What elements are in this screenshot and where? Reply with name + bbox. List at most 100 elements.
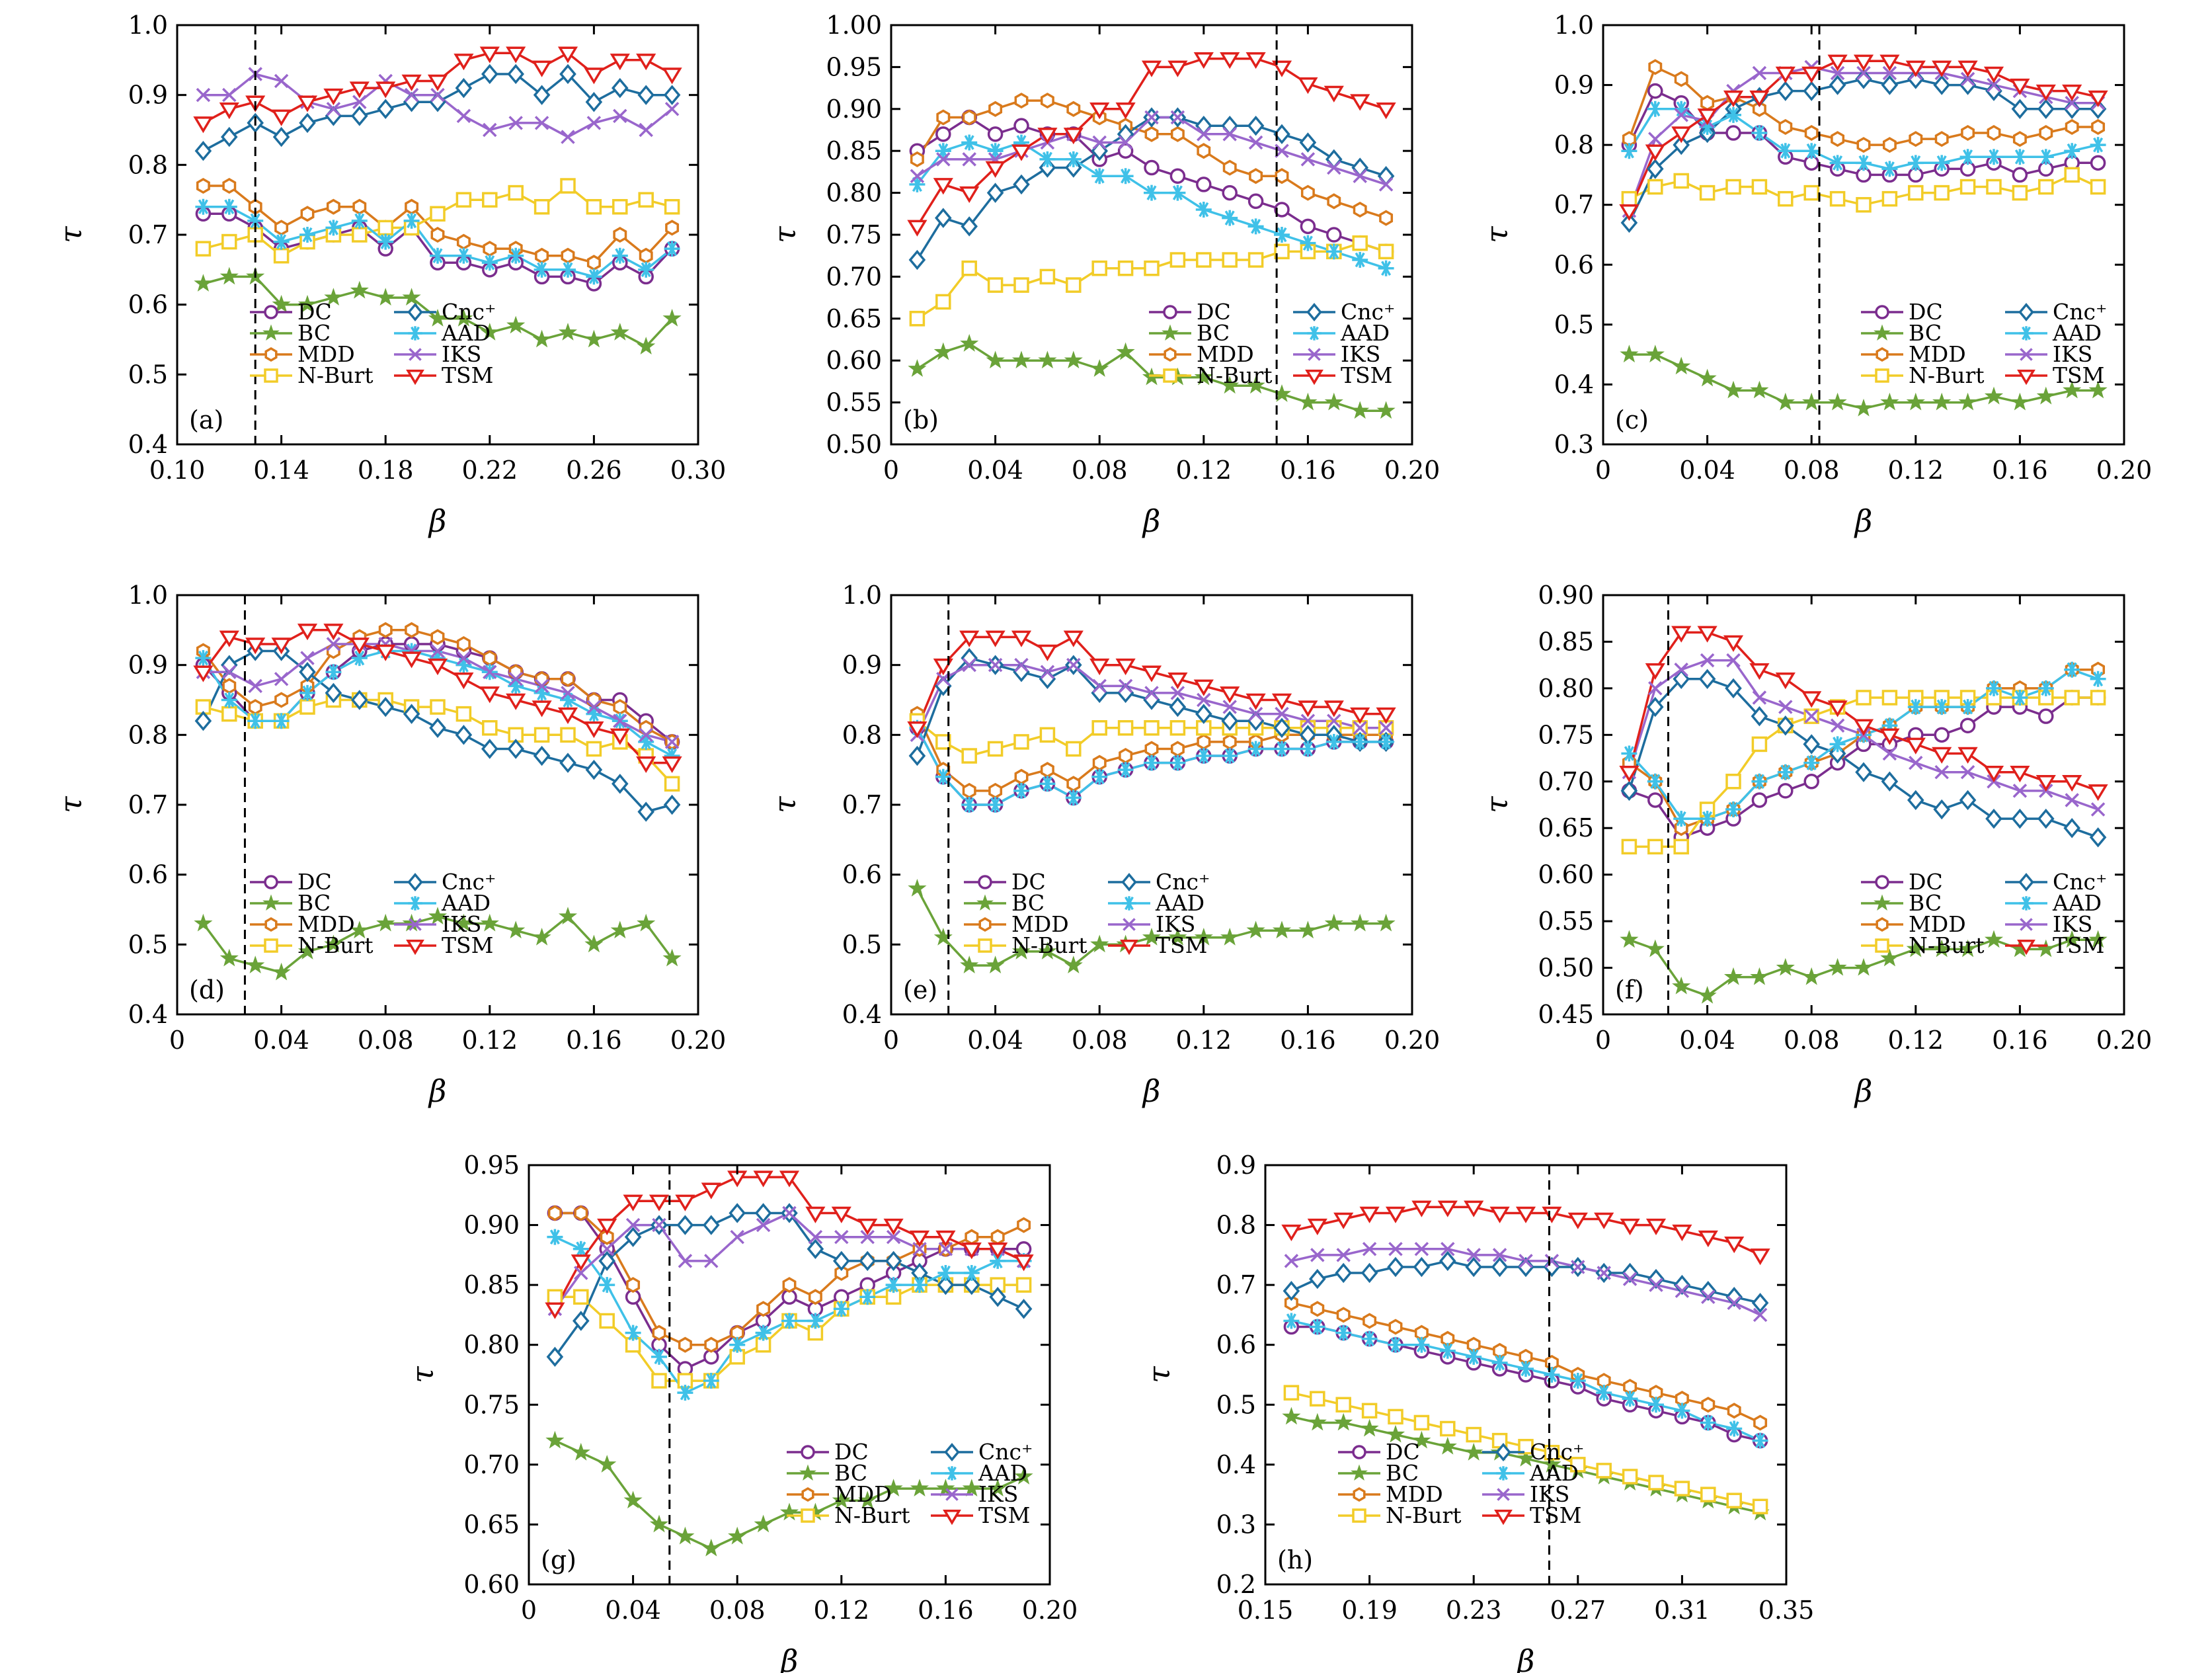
legend-label: DC	[297, 299, 332, 325]
point-aad	[987, 797, 1004, 813]
point-aad	[677, 1385, 693, 1401]
point-tsm	[610, 728, 630, 745]
legend-item-dc: DC	[964, 869, 1046, 895]
point-iks	[1960, 71, 1975, 87]
legend-marker	[978, 917, 992, 932]
point-cnc-plus	[533, 745, 551, 766]
point-cnc-plus	[2089, 827, 2107, 848]
point-cnc-plus	[1273, 717, 1290, 738]
point-cnc-plus	[1413, 1256, 1431, 1278]
point-cnc-plus	[194, 140, 212, 161]
y-tick-label: 0.7	[128, 220, 168, 249]
point-bc	[1438, 1436, 1457, 1455]
point-dc	[1013, 118, 1029, 134]
legend-marker	[1875, 938, 1889, 953]
point-aad	[1700, 1414, 1716, 1431]
point-tsm	[427, 658, 448, 676]
point-iks	[456, 651, 471, 665]
legend-label: MDD	[297, 911, 355, 937]
point-aad	[1325, 733, 1342, 750]
point-iks	[1144, 686, 1159, 700]
y-tick-label: 0.75	[1538, 720, 1594, 749]
legend-item-n-burt: N-Burt	[250, 362, 374, 388]
point-bc	[1984, 386, 2004, 405]
x-tick-label: 0.15	[1238, 1596, 1294, 1625]
point-n-burt	[560, 178, 576, 194]
point-n-burt	[377, 220, 393, 236]
legend-item-n-burt: N-Burt	[1861, 362, 1985, 388]
point-cnc-plus	[1361, 1262, 1378, 1284]
point-tsm	[1750, 1248, 1770, 1266]
point-bc	[1282, 1407, 1301, 1425]
y-tick-label: 0.9	[1216, 1151, 1256, 1180]
point-n-burt	[664, 198, 680, 215]
point-bc	[428, 907, 448, 925]
legend-marker	[1497, 1488, 1510, 1501]
legend-item-iks: IKS	[1293, 341, 1380, 367]
legend-marker	[2018, 873, 2034, 891]
point-iks	[430, 87, 445, 102]
legend-item-tsm: TSM	[2005, 932, 2104, 958]
legend-item-mdd: MDD	[1338, 1481, 1443, 1507]
point-iks	[652, 1217, 666, 1233]
legend-marker	[945, 1488, 959, 1501]
legend-item-n-burt: N-Burt	[964, 932, 1087, 958]
point-tsm	[701, 1182, 721, 1200]
y-tick-label: 0.8	[1216, 1211, 1256, 1240]
point-bc	[194, 913, 213, 932]
point-mdd	[962, 782, 976, 799]
point-cnc-plus	[1907, 790, 1924, 811]
point-iks	[1778, 700, 1793, 714]
point-aad	[1413, 1336, 1430, 1353]
point-bc	[532, 928, 551, 946]
legend-label: IKS	[978, 1481, 1018, 1507]
x-tick-label: 0.22	[461, 456, 518, 485]
point-bc	[1645, 939, 1665, 958]
legend-label: BC	[1011, 890, 1045, 916]
legend-marker	[408, 896, 422, 911]
legend-item-aad: AAD	[931, 1460, 1027, 1486]
legend-marker	[2019, 896, 2034, 911]
y-tick-label: 0.75	[463, 1390, 520, 1419]
point-mdd	[222, 177, 237, 194]
legend-item-iks: IKS	[394, 911, 481, 937]
point-iks	[1300, 714, 1316, 728]
point-mdd	[1144, 741, 1159, 757]
point-tsm	[2088, 784, 2108, 801]
legend-label: TSM	[1341, 362, 1392, 388]
point-cnc-plus	[1829, 743, 1846, 764]
point-iks	[938, 1242, 953, 1256]
point-n-burt	[1091, 260, 1107, 276]
point-iks	[1753, 1307, 1768, 1323]
point-iks	[1222, 700, 1237, 714]
point-cnc-plus	[1777, 81, 1794, 101]
point-tsm	[349, 637, 370, 655]
point-bc	[1906, 392, 1925, 411]
point-n-burt	[612, 198, 628, 215]
legend-marker	[1875, 875, 1889, 889]
point-tsm	[2010, 78, 2030, 95]
point-tsm	[1827, 700, 1848, 717]
y-tick-label: 0.4	[128, 1000, 168, 1029]
point-cnc-plus	[1015, 1299, 1033, 1319]
legend-marker	[1120, 940, 1138, 956]
point-tsm	[401, 74, 422, 91]
point-cnc-plus	[598, 1250, 615, 1272]
point-tsm	[805, 1206, 826, 1223]
x-tick-label: 0	[521, 1596, 537, 1625]
point-n-burt	[1013, 734, 1029, 750]
point-iks	[1170, 686, 1185, 700]
point-tsm	[245, 637, 266, 655]
point-iks	[600, 1242, 614, 1256]
point-iks	[222, 665, 237, 679]
point-bc	[610, 920, 629, 939]
point-bc	[2063, 930, 2082, 948]
y-tick-label: 0.6	[842, 860, 882, 889]
point-n-burt	[299, 699, 315, 715]
point-aad	[299, 684, 315, 701]
point-aad	[586, 268, 602, 285]
legend-item-aad: AAD	[394, 320, 491, 346]
legend-item-cnc-plus: Cnc⁺	[2005, 869, 2107, 895]
point-aad	[1065, 151, 1082, 167]
y-tick-label: 0.5	[1554, 310, 1594, 339]
